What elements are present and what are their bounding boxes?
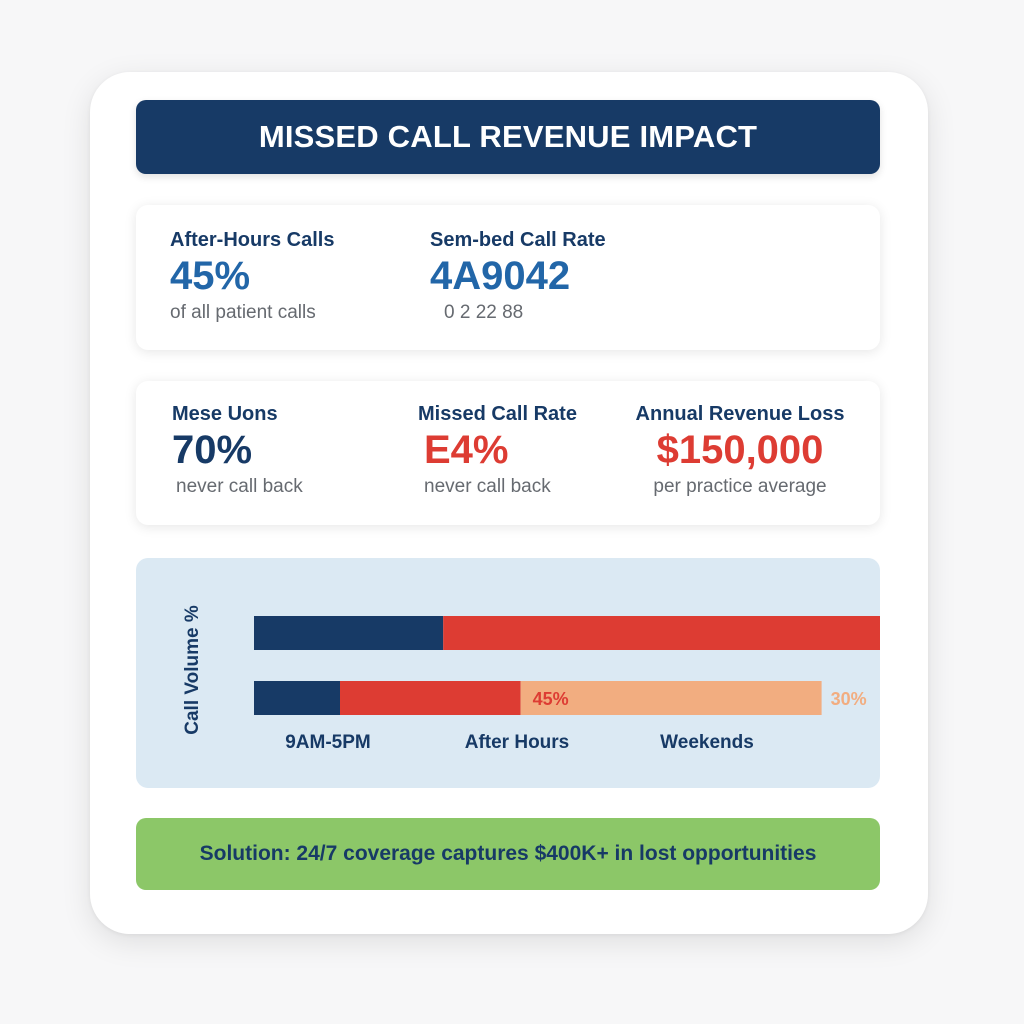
stat-label: Mese Uons [172, 403, 278, 425]
stat-value: E4% [424, 428, 509, 472]
stat-missed-call-rate: Missed Call Rate E4% never call back [418, 403, 577, 498]
stat-label: After-Hours Calls [170, 229, 335, 251]
bar-2-inner-label: 45% [533, 689, 569, 709]
bars-layer: 30%45%30% [254, 616, 880, 715]
stat-value: 45% [170, 254, 251, 298]
page-title: MISSED CALL REVENUE IMPACT [258, 119, 758, 154]
stat-caption: never call back [176, 476, 303, 497]
stat-annual-revenue-loss: Annual Revenue Loss $150,000 per practic… [634, 403, 846, 498]
stats-panel-top: After-Hours Calls 45% of all patient cal… [136, 205, 880, 350]
stat-value: $150,000 [656, 428, 824, 472]
bar-1-segment-2 [443, 616, 880, 650]
stat-value: 70% [172, 428, 253, 472]
bar-1-segment-1 [254, 616, 444, 650]
stat-call-rate: Sem-bed Call Rate 4A9042 0 2 22 88 [430, 229, 606, 324]
category-label: Weekends [660, 732, 754, 753]
bar-2-end-label: 30% [831, 689, 867, 709]
stat-caption: never call back [424, 476, 551, 497]
solution-banner: Solution: 24/7 coverage captures $400K+ … [136, 818, 880, 890]
y-axis-label: Call Volume % [182, 605, 203, 735]
bar-2-segment-1 [254, 681, 340, 715]
stat-label: Annual Revenue Loss [635, 403, 845, 425]
stat-value: 4A9042 [430, 254, 571, 298]
stat-caption: 0 2 22 88 [444, 302, 524, 323]
stat-label: Sem-bed Call Rate [430, 229, 606, 251]
stat-label: Missed Call Rate [418, 403, 577, 425]
category-label: After Hours [465, 732, 570, 753]
stats-panel-bottom: Mese Uons 70% never call back Missed Cal… [136, 381, 880, 525]
solution-text: Solution: 24/7 coverage captures $400K+ … [199, 842, 817, 865]
stat-caption: per practice average [653, 476, 827, 497]
stat-caption: of all patient calls [170, 302, 316, 323]
bar-2-segment-3 [520, 681, 822, 715]
category-label: 9AM-5PM [285, 732, 371, 753]
category-labels: 9AM-5PM After Hours Weekends [285, 732, 754, 753]
title-banner: MISSED CALL REVENUE IMPACT [136, 100, 880, 174]
stat-mese-uons: Mese Uons 70% never call back [172, 403, 303, 498]
bar-2-segment-2 [340, 681, 521, 715]
stat-after-hours-calls: After-Hours Calls 45% of all patient cal… [170, 229, 334, 324]
